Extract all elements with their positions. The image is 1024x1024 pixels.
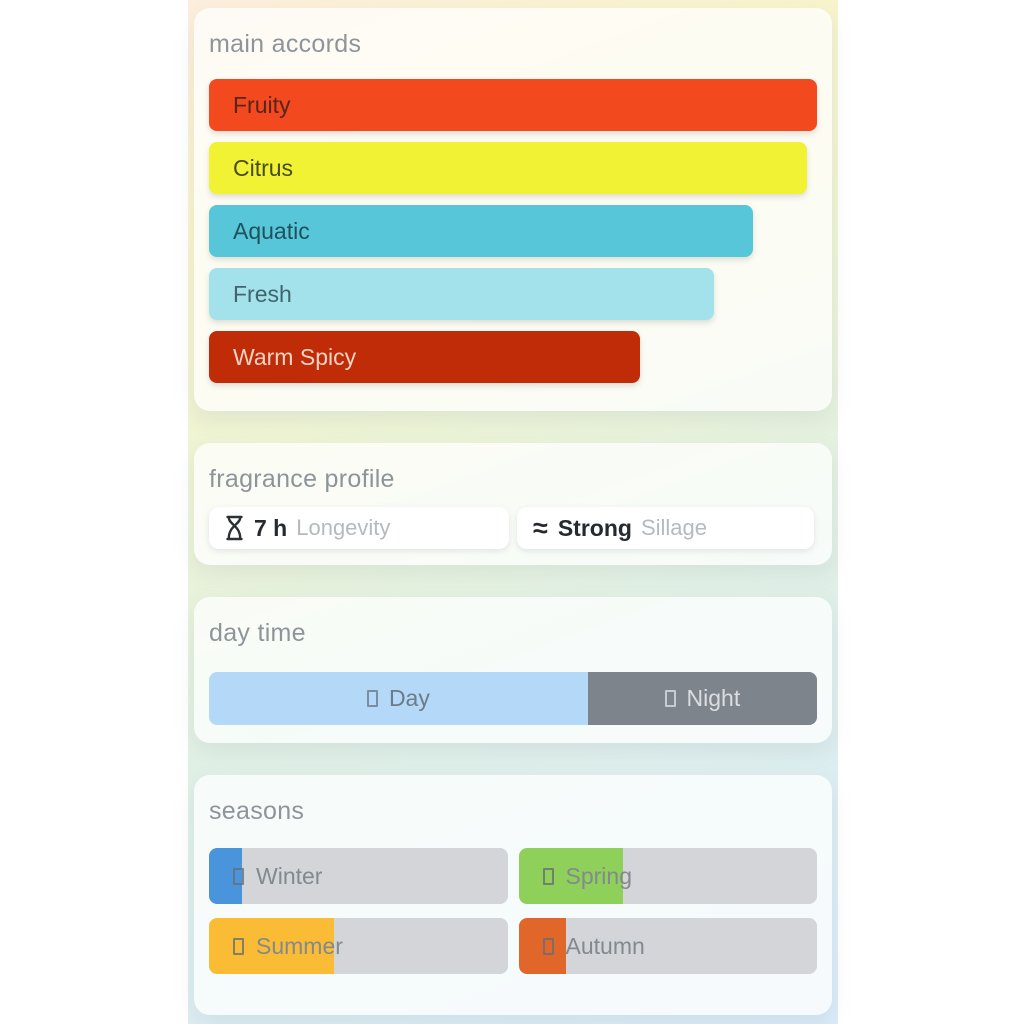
accord-label: Aquatic (233, 217, 310, 244)
hourglass-icon (225, 515, 244, 541)
season-bar-summer[interactable]: Summer (209, 918, 508, 974)
night-segment[interactable]: Night (587, 672, 817, 725)
tofu-box-icon (233, 937, 244, 955)
season-label-text: Autumn (565, 932, 645, 959)
accord-label: Warm Spicy (233, 343, 357, 370)
tofu-box-icon (664, 690, 676, 707)
main-accords-title: main accords (209, 30, 362, 58)
longevity-value: 7 h (254, 514, 288, 541)
accord-label: Fruity (233, 91, 291, 118)
accord-list: Fruity Citrus Aquatic Fresh Warm Spicy (209, 79, 817, 383)
day-time-card: day time Day Night (194, 597, 832, 743)
season-label-text: Winter (256, 862, 323, 889)
main-accords-card: main accords Fruity Citrus Aquatic Fresh… (194, 8, 832, 411)
day-segment[interactable]: Day (209, 672, 588, 725)
fragrance-profile-card: fragrance profile 7 h Longevity ≈ Strong… (194, 443, 832, 565)
season-bar-autumn[interactable]: Autumn (518, 918, 817, 974)
sillage-pill: ≈ Strong Sillage (517, 507, 814, 549)
sillage-value: Strong (557, 514, 632, 541)
season-fill (518, 848, 623, 904)
day-time-title: day time (209, 619, 306, 647)
accord-label: Fresh (233, 280, 292, 307)
accord-bar-citrus[interactable]: Citrus (209, 142, 807, 194)
season-fill (518, 918, 567, 974)
profile-pill-row: 7 h Longevity ≈ Strong Sillage (209, 507, 817, 549)
fragrance-profile-title: fragrance profile (209, 465, 395, 493)
season-label-text: Summer (256, 932, 343, 959)
season-fill (209, 848, 242, 904)
tofu-box-icon (542, 937, 554, 955)
seasons-title: seasons (209, 797, 305, 825)
day-label: Day (388, 685, 430, 711)
tofu-box-icon (233, 867, 244, 885)
longevity-label: Longevity (296, 515, 391, 540)
accord-bar-fresh[interactable]: Fresh (209, 268, 715, 320)
sillage-label: Sillage (640, 515, 707, 540)
tofu-box-icon (366, 690, 378, 707)
season-label-text: Spring (565, 862, 632, 889)
longevity-pill: 7 h Longevity (209, 507, 509, 549)
tofu-box-icon (542, 867, 554, 885)
night-label: Night (686, 685, 741, 711)
content-panel: main accords Fruity Citrus Aquatic Fresh… (188, 0, 838, 1024)
accord-label: Citrus (233, 154, 294, 181)
accord-bar-fruity[interactable]: Fruity (209, 79, 817, 131)
accord-bar-warm-spicy[interactable]: Warm Spicy (209, 331, 641, 383)
season-bar-winter[interactable]: Winter (209, 848, 508, 904)
season-bar-spring[interactable]: Spring (518, 848, 817, 904)
season-grid: Winter Spring Summer (209, 848, 817, 974)
season-fill (209, 918, 335, 974)
waves-approx-icon: ≈ (533, 512, 548, 543)
day-night-bar: Day Night (209, 672, 817, 725)
seasons-card: seasons Winter Spring Sum (194, 775, 832, 1015)
accord-bar-aquatic[interactable]: Aquatic (209, 205, 753, 257)
